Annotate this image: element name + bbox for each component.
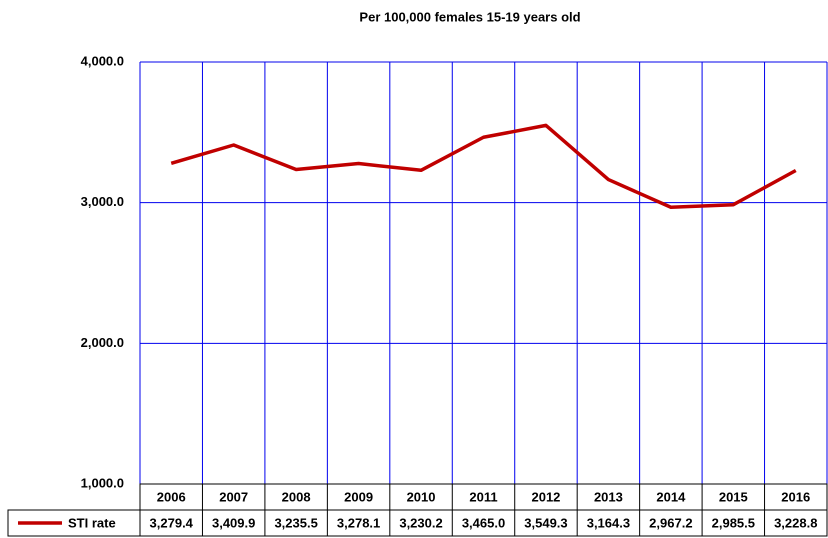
table-value: 3,164.3 — [587, 515, 630, 530]
legend-label: STI rate — [68, 515, 116, 530]
y-tick-label: 2,000.0 — [81, 335, 124, 350]
table-value: 2,985.5 — [712, 515, 755, 530]
table-value: 3,279.4 — [150, 515, 194, 530]
x-tick-label: 2014 — [656, 489, 686, 504]
table-value: 3,549.3 — [524, 515, 567, 530]
table-value: 3,228.8 — [774, 515, 817, 530]
x-tick-label: 2008 — [282, 489, 311, 504]
table-value: 2,967.2 — [649, 515, 692, 530]
x-tick-label: 2009 — [344, 489, 373, 504]
y-tick-label: 3,000.0 — [81, 194, 124, 209]
data-line — [170, 123, 797, 210]
legend-cell — [7, 509, 141, 537]
x-tick-label: 2013 — [594, 489, 623, 504]
chart-title: Per 100,000 females 15-19 years old — [359, 9, 580, 24]
table-value: 3,409.9 — [212, 515, 255, 530]
table-value: 3,465.0 — [462, 515, 505, 530]
y-tick-label: 1,000.0 — [81, 475, 124, 490]
x-tick-label: 2011 — [469, 489, 497, 504]
table-value: 3,278.1 — [337, 515, 380, 530]
table-value: 3,230.2 — [399, 515, 442, 530]
x-tick-label: 2016 — [781, 489, 810, 504]
x-tick-label: 2007 — [219, 489, 248, 504]
x-tick-label: 2010 — [407, 489, 436, 504]
x-tick-label: 2015 — [719, 489, 748, 504]
y-tick-label: 4,000.0 — [81, 53, 124, 68]
table-value: 3,235.5 — [274, 515, 317, 530]
x-tick-label: 2012 — [531, 489, 560, 504]
x-tick-label: 2006 — [157, 489, 186, 504]
